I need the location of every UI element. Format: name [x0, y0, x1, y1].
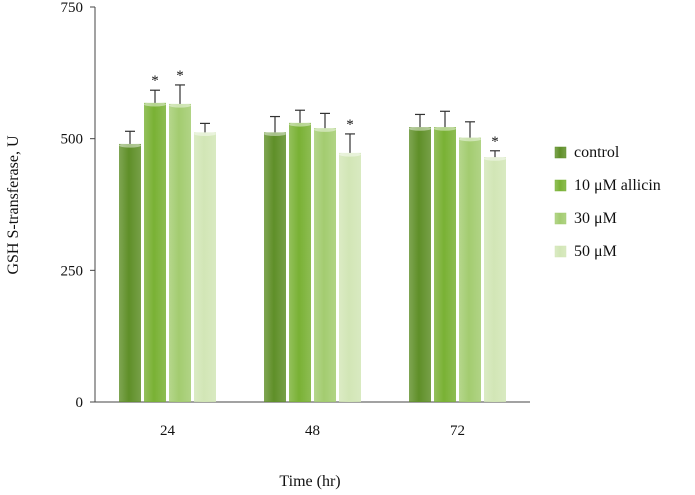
bar-top-highlight [339, 152, 361, 157]
bar-top-highlight [144, 102, 166, 107]
significance-star: * [491, 134, 499, 150]
bar [289, 122, 311, 402]
bar [144, 102, 166, 402]
bar-top-highlight [459, 136, 481, 142]
x-tick-label: 48 [305, 423, 320, 439]
legend-label: 10 μM allicin [574, 177, 661, 194]
significance-star: * [151, 73, 159, 89]
y-axis-title: GSH S-transferase, U [5, 135, 22, 275]
legend: control 10 μM allicin 30 μM 50 μM [554, 144, 661, 260]
legend-swatch [554, 146, 567, 159]
bar [484, 157, 506, 402]
significance-star: * [176, 68, 184, 84]
bar [169, 103, 191, 402]
x-tick-label: 24 [160, 423, 176, 439]
legend-label: 30 μM [574, 210, 617, 227]
bar-top-highlight [264, 131, 286, 137]
bar-top-highlight [194, 131, 216, 137]
legend-label: control [574, 144, 620, 161]
bar-top-highlight [434, 126, 456, 131]
bar-top-highlight [119, 143, 141, 148]
bar-top-highlight [409, 126, 431, 131]
y-tick-label: 500 [61, 132, 84, 148]
bar [314, 128, 336, 402]
y-tick-label: 250 [61, 263, 84, 279]
legend-label: 50 μM [574, 243, 617, 260]
legend-swatch [554, 212, 567, 225]
significance-star: * [346, 117, 354, 133]
bar [264, 132, 286, 402]
bar [119, 143, 141, 402]
bar [194, 132, 216, 402]
bar-top-highlight [169, 103, 191, 108]
bar [434, 127, 456, 402]
legend-swatch [554, 245, 567, 258]
bar-top-highlight [314, 127, 336, 132]
bar-top-highlight [289, 122, 311, 127]
bar [459, 137, 481, 402]
y-tick-label: 750 [61, 0, 84, 16]
bar-top-highlight [484, 156, 506, 161]
legend-swatch [554, 179, 567, 192]
bar [339, 152, 361, 402]
x-axis-title: Time (hr) [279, 473, 340, 490]
bar [409, 127, 431, 402]
x-tick-label: 72 [450, 423, 465, 439]
y-tick-label: 0 [76, 395, 84, 411]
